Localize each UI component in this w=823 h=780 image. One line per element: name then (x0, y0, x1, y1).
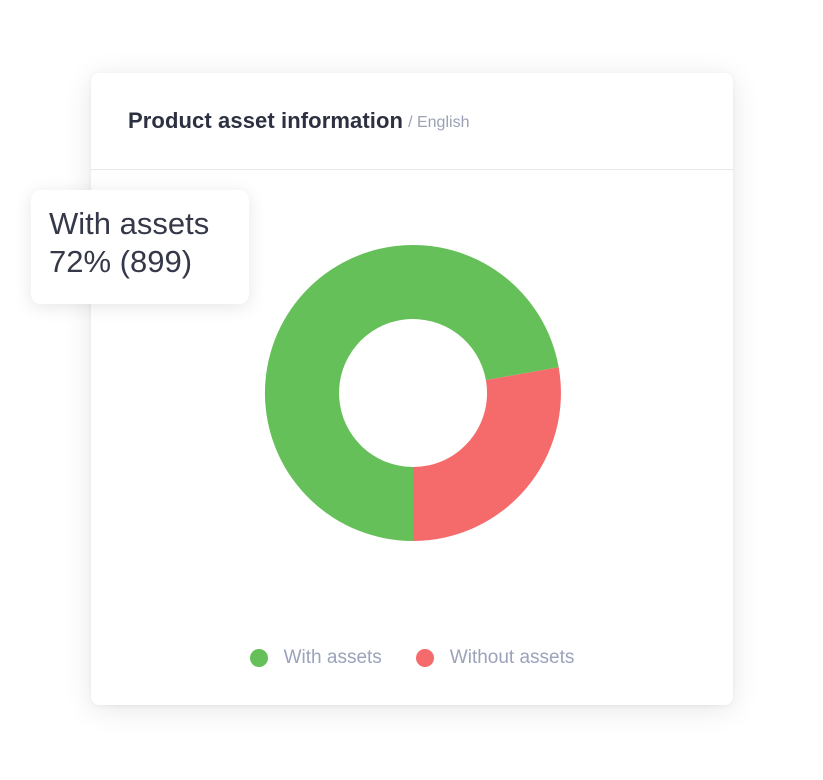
slice-with-assets[interactable] (264, 244, 559, 541)
legend-label: Without assets (449, 647, 575, 668)
legend-dot-red-icon (415, 649, 434, 667)
chart-tooltip: With assets 72% (899) (31, 190, 249, 304)
chart-card: Product asset information / English With… (91, 73, 733, 705)
slice-without-assets[interactable] (413, 367, 561, 541)
legend-item-with-assets[interactable]: With assets (249, 647, 382, 669)
tooltip-value: 72% (899) (49, 244, 193, 279)
tooltip-label: With assets (49, 206, 210, 241)
chart-legend: With assets Without assets (91, 647, 733, 669)
legend-item-without-assets[interactable]: Without assets (415, 647, 575, 669)
legend-label: With assets (283, 647, 382, 668)
card-header: Product asset information / English (91, 73, 733, 170)
card-subtitle-language: / English (408, 114, 470, 131)
donut-chart (264, 244, 561, 541)
card-title: Product asset information (128, 108, 404, 133)
legend-dot-green-icon (249, 649, 268, 667)
